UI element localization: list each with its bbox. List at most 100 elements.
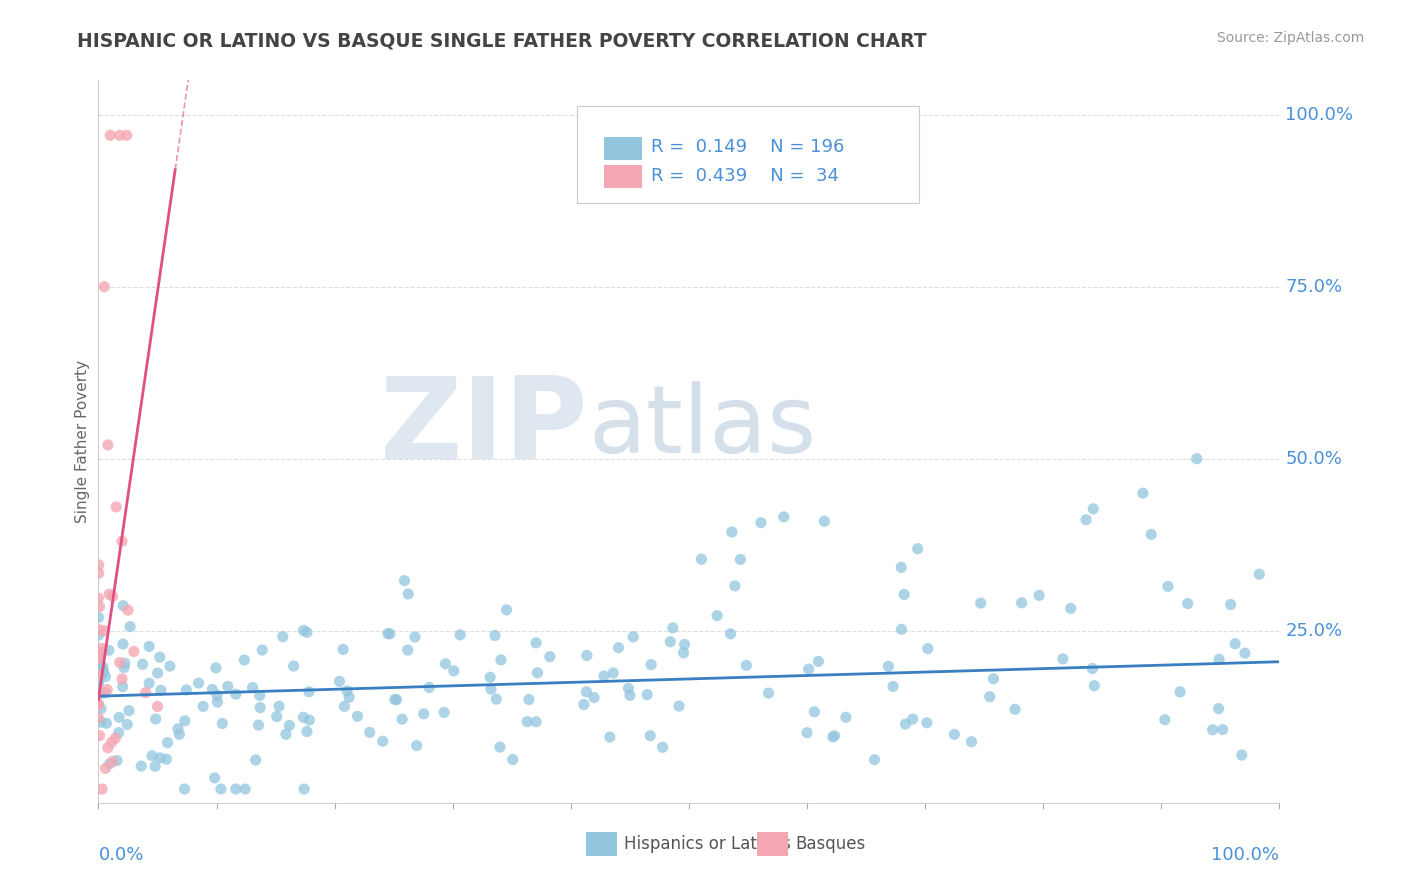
Point [96,716,118,731]
Point [107,725,129,739]
Point [87,610,110,624]
Point [94,761,117,775]
Point [882,680,904,694]
Text: 75.0%: 75.0% [1285,277,1343,296]
Point [201,682,224,697]
Point [943,727,966,741]
Point [159,659,181,673]
Text: atlas: atlas [589,381,817,473]
Point [120,619,142,633]
Point [90,645,112,659]
Point [863,753,886,767]
Point [772,510,794,524]
Point [295,724,318,739]
Text: Hispanics or Latinos: Hispanics or Latinos [624,835,790,853]
Point [672,646,695,660]
Point [1233,646,1256,660]
Point [211,716,233,731]
Point [1060,601,1083,615]
Point [1219,598,1241,612]
Point [167,722,190,736]
Point [479,682,502,697]
Point [143,759,166,773]
Point [602,665,624,680]
Point [292,624,315,638]
Point [575,685,598,699]
Point [526,665,548,680]
Point [267,699,290,714]
Point [91,782,114,797]
Point [94,686,117,700]
Point [100,735,122,749]
Point [502,752,524,766]
Point [593,669,616,683]
Point [89,647,111,661]
Point [1081,661,1104,675]
Point [108,656,131,670]
Point [1157,579,1180,593]
Point [169,727,191,741]
Point [384,692,406,706]
Point [485,692,508,706]
Point [405,739,427,753]
FancyBboxPatch shape [576,105,920,203]
Text: 100.0%: 100.0% [1212,847,1279,864]
Point [146,699,169,714]
Point [735,658,758,673]
Point [117,603,139,617]
Point [495,603,517,617]
Point [295,625,318,640]
Point [807,655,830,669]
Point [90,659,112,673]
Point [1212,723,1234,737]
Point [524,636,547,650]
Point [97,643,120,657]
Point [690,552,713,566]
Point [233,782,256,797]
Point [271,630,294,644]
Point [979,690,1001,704]
Point [901,712,924,726]
Point [205,661,228,675]
Point [915,715,938,730]
Point [93,665,115,679]
Point [721,524,744,539]
Point [91,660,114,674]
Point [524,714,547,729]
Point [96,682,118,697]
Point [207,695,229,709]
Point [89,646,111,660]
Point [821,730,844,744]
Point [1177,597,1199,611]
Point [651,740,673,755]
Point [146,666,169,681]
Point [1208,652,1230,666]
Point [292,782,315,797]
Text: 50.0%: 50.0% [1285,450,1343,467]
Point [796,725,818,739]
Point [824,729,846,743]
Point [1208,701,1230,715]
Point [115,128,138,143]
Point [1223,637,1246,651]
Point [479,670,502,684]
Point [668,699,690,714]
Point [516,714,538,729]
Point [156,736,179,750]
Point [89,685,111,699]
Point [104,731,127,746]
Point [87,591,110,606]
FancyBboxPatch shape [605,136,641,160]
Point [333,699,356,714]
Point [835,710,858,724]
Point [391,712,413,726]
Point [890,560,912,574]
Text: HISPANIC OR LATINO VS BASQUE SINGLE FATHER POVERTY CORRELATION CHART: HISPANIC OR LATINO VS BASQUE SINGLE FATH… [77,31,927,50]
Point [983,672,1005,686]
Point [662,621,685,635]
Point [98,128,121,143]
Point [87,676,110,690]
Point [1074,513,1097,527]
Point [378,627,401,641]
Point [797,662,820,676]
